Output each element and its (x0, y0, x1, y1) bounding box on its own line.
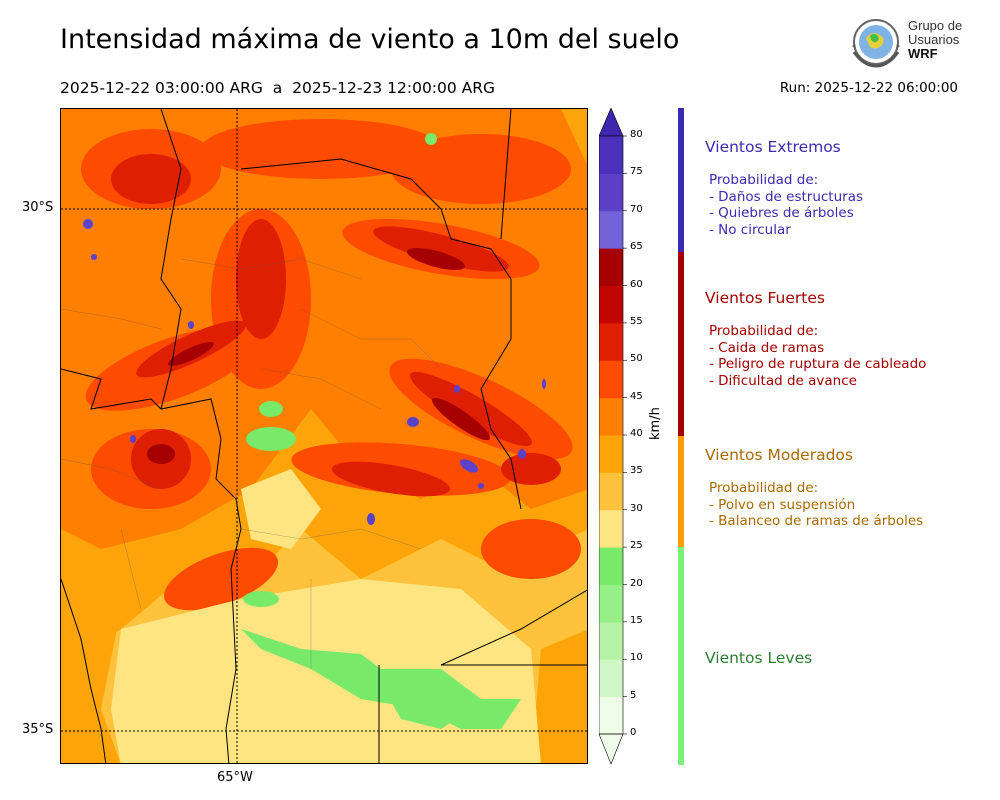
colorbar-tick-label: 10 (630, 652, 643, 664)
colorbar-tick-label: 40 (630, 428, 643, 439)
desc-line: - Dificultad de avance (709, 372, 857, 389)
category-desc-extreme: Probabilidad de: - Daños de estructuras … (709, 172, 863, 238)
colorbar-extend-top (599, 108, 624, 137)
colorbar-tick-label: 50 (630, 353, 643, 365)
desc-line: Probabilidad de: (709, 323, 819, 339)
category-title-moderate: Vientos Moderados (705, 446, 853, 464)
colorbar-tick-label: 5 (630, 689, 637, 701)
colorbar-tick-label: 0 (630, 727, 637, 738)
colorbar-segment (599, 509, 623, 548)
field-25-30-center (241, 469, 321, 549)
wind-field-svg (61, 109, 587, 763)
category-bar-light (678, 547, 684, 765)
field-45-50 (61, 109, 587, 549)
category-bar-strong (678, 252, 684, 436)
wrf-logo: Grupo de Usuarios WRF (848, 16, 972, 74)
category-title-light: Vientos Leves (705, 649, 813, 667)
run-timestamp: Run: 2025-12-22 06:00:00 (779, 80, 958, 96)
field-60-65 (147, 248, 491, 464)
colorbar-tick-label: 45 (630, 390, 643, 402)
desc-line: Probabilidad de: (709, 480, 819, 496)
field-55-60 (111, 154, 561, 497)
globe-seal-icon (852, 19, 900, 68)
colorbar-tick-label: 35 (630, 465, 643, 477)
colorbar-tick-label: 75 (630, 166, 643, 178)
colorbar-segment (599, 322, 623, 361)
colorbar-extend-bottom (599, 733, 624, 765)
desc-line: - No circular (709, 221, 791, 238)
colorbar-segment (599, 584, 623, 623)
map-title: Intensidad máxima de viento a 10m del su… (60, 24, 680, 55)
colorbar-segment (599, 248, 623, 287)
colorbar-segment (599, 173, 623, 212)
logo-line-3: WRF (908, 46, 938, 61)
desc-line: - Caida de ramas (709, 339, 825, 356)
logo-line-1: Grupo de (908, 18, 963, 33)
category-desc-strong: Probabilidad de: - Caida de ramas - Peli… (709, 323, 926, 389)
category-bar-extreme (678, 108, 684, 252)
colorbar-segment (599, 136, 623, 174)
colorbar-tick-label: 25 (630, 540, 643, 552)
desc-line: - Balanceo de ramas de árboles (709, 513, 924, 529)
colorbar-segment (599, 285, 623, 324)
colorbar-segment (599, 360, 623, 399)
colorbar-tick-label: 55 (630, 315, 643, 327)
wind-map (60, 108, 588, 764)
lat-label-35s: 35°S (22, 722, 54, 737)
colorbar-tick-label: 80 (630, 129, 643, 140)
logo-text: Grupo de Usuarios WRF (908, 19, 962, 61)
colorbar-tick-label: 15 (630, 614, 643, 626)
colorbar (599, 108, 627, 765)
colorbar-tick-label: 65 (630, 241, 643, 253)
colorbar-segment (599, 435, 623, 473)
desc-line: Probabilidad de: (709, 172, 819, 188)
colorbar-segment (599, 621, 623, 660)
category-title-strong: Vientos Fuertes (705, 289, 825, 307)
colorbar-segment (599, 210, 623, 249)
colorbar-segment (599, 397, 623, 436)
category-desc-moderate: Probabilidad de: - Polvo en suspensión -… (709, 480, 923, 530)
colorbar-segment (599, 696, 623, 735)
desc-line: - Quiebres de árboles (709, 205, 854, 221)
logo-line-2: Usuarios (908, 32, 960, 47)
department-boundaries (61, 258, 442, 669)
forecast-period: 2025-12-22 03:00:00 ARG a 2025-12-23 12:… (60, 79, 496, 97)
graticule (61, 109, 587, 763)
category-title-extreme: Vientos Extremos (705, 138, 841, 156)
field-40-45-se (531, 629, 587, 763)
desc-line: - Polvo en suspensión (709, 496, 856, 513)
colorbar-segment (599, 472, 623, 511)
colorbar-unit: km/h (648, 407, 663, 440)
desc-line: - Peligro de ruptura de cableado (709, 356, 927, 372)
colorbar-segment (599, 547, 623, 586)
colorbar-tick-label: 30 (630, 502, 643, 514)
colorbar-tick-label: 20 (630, 577, 643, 589)
category-bar-moderate (678, 436, 684, 547)
colorbar-tick-label: 60 (630, 278, 643, 290)
colorbar-segment (599, 659, 623, 698)
colorbar-tick-label: 70 (630, 203, 643, 215)
field-65-plus (83, 219, 546, 525)
lat-label-30s: 30°S (22, 200, 54, 215)
desc-line: - Daños de estructuras (709, 188, 864, 205)
lon-label-65w: 65°W (217, 770, 253, 785)
